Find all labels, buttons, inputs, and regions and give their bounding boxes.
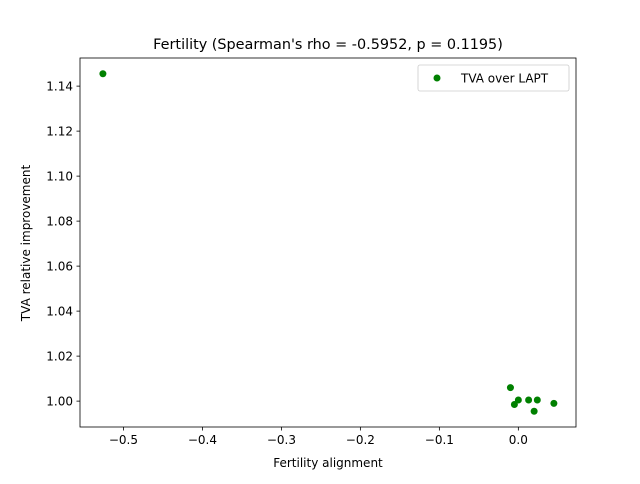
legend-label: TVA over LAPT <box>460 72 549 86</box>
plot-frame <box>79 57 577 428</box>
data-point <box>530 407 538 415</box>
legend-box <box>417 64 570 92</box>
x-tick-label: −0.5 <box>109 433 138 447</box>
data-point <box>533 396 541 404</box>
x-axis-label: Fertility alignment <box>273 456 383 470</box>
x-tick-label: −0.4 <box>188 433 217 447</box>
y-tick-label: 1.06 <box>46 259 73 273</box>
data-point <box>99 70 107 78</box>
x-tick-label: −0.2 <box>346 433 375 447</box>
y-tick-label: 1.12 <box>46 124 73 138</box>
x-tick-label: −0.1 <box>425 433 454 447</box>
y-axis-label: TVA relative improvement <box>19 165 33 323</box>
legend-marker <box>433 74 441 82</box>
y-tick-label: 1.14 <box>46 79 73 93</box>
data-point <box>550 399 558 407</box>
y-tick-label: 1.10 <box>46 169 73 183</box>
data-point <box>506 384 514 392</box>
data-point <box>514 396 522 404</box>
y-tick-label: 1.02 <box>46 349 73 363</box>
y-tick-label: 1.04 <box>46 304 73 318</box>
y-tick-label: 1.08 <box>46 214 73 228</box>
x-tick-label: −0.3 <box>267 433 296 447</box>
legend: TVA over LAPT <box>417 64 570 92</box>
data-point <box>525 396 533 404</box>
chart-title: Fertility (Spearman's rho = -0.5952, p =… <box>153 37 503 53</box>
x-tick-label: 0.0 <box>509 433 528 447</box>
y-tick-label: 1.00 <box>46 394 73 408</box>
data-point <box>510 401 518 408</box>
